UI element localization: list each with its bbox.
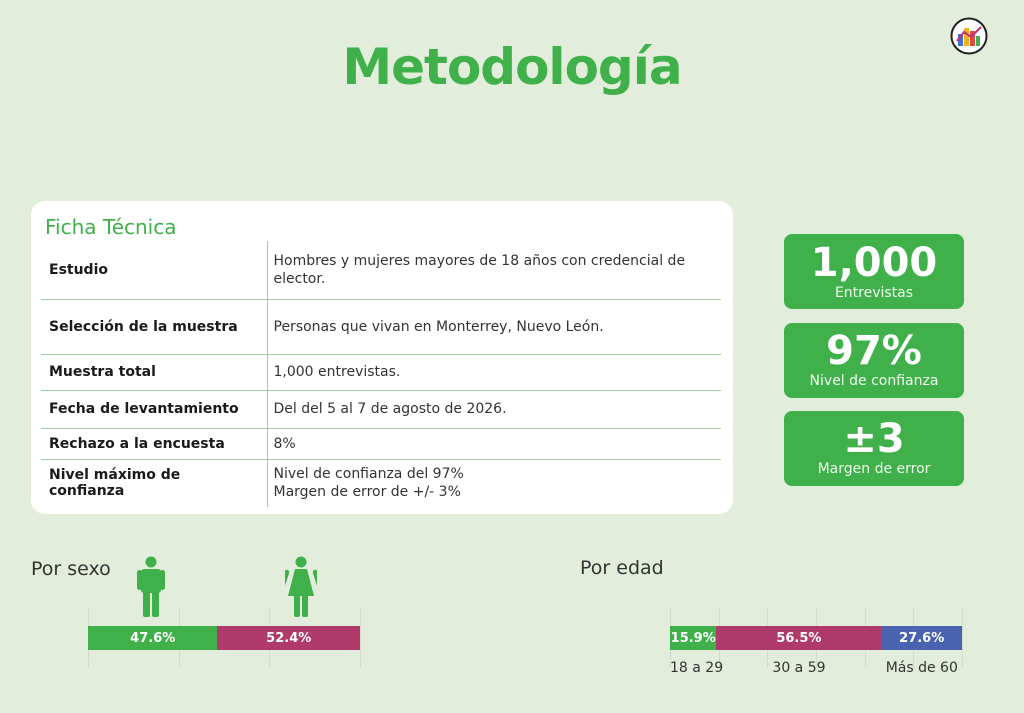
male-icon bbox=[137, 556, 165, 617]
sexo-bar: 47.6% 52.4% bbox=[88, 608, 361, 668]
table-row: Selección de la muestra Personas que viv… bbox=[41, 299, 721, 354]
ficha-tecnica-card: Ficha Técnica Estudio Hombres y mujeres … bbox=[31, 201, 733, 514]
stat-entrevistas: 1,000 Entrevistas bbox=[784, 234, 964, 309]
edad-section-label: Por edad bbox=[580, 557, 664, 579]
row-value: 1,000 entrevistas. bbox=[273, 364, 401, 380]
row-value: Personas que vivan en Monterrey, Nuevo L… bbox=[273, 318, 604, 335]
page-title: Metodología bbox=[342, 38, 682, 96]
ficha-title: Ficha Técnica bbox=[45, 215, 177, 239]
brand-logo-icon bbox=[950, 17, 988, 55]
table-row: Muestra total 1,000 entrevistas. bbox=[41, 354, 721, 390]
stat-margen: ±3 Margen de error bbox=[784, 411, 964, 486]
row-value: 8% bbox=[273, 435, 296, 452]
edad-bar: 15.9% 18 a 29 56.5% 30 a 59 27.6% Más de 60 bbox=[670, 608, 963, 676]
table-row: Fecha de levantamiento Del del 5 al 7 de… bbox=[41, 390, 721, 428]
age-category-label: 30 a 59 bbox=[772, 660, 826, 676]
row-value: Del del 5 al 7 de agosto de 2026. bbox=[273, 401, 507, 417]
row-label: Selección de la muestra bbox=[41, 299, 268, 354]
row-label: Muestra total bbox=[41, 354, 268, 390]
sexo-section-label: Por sexo bbox=[31, 558, 111, 580]
stat-value: 1,000 bbox=[810, 240, 938, 286]
row-label: Rechazo a la encuesta bbox=[41, 428, 268, 459]
bar-segment: 15.9% bbox=[670, 626, 717, 650]
row-label: Nivel máximo de confianza bbox=[41, 459, 268, 507]
stat-caption: Entrevistas bbox=[834, 285, 914, 301]
stat-value: ±3 bbox=[843, 416, 905, 462]
row-value: Hombres y mujeres mayores de 18 años con… bbox=[273, 252, 686, 287]
bar-gridline bbox=[962, 608, 963, 668]
bar-segment: 47.6% bbox=[88, 626, 218, 650]
row-value-line: Nivel de confianza del 97% bbox=[273, 466, 464, 483]
row-value: Nivel de confianza del 97% Margen de err… bbox=[267, 459, 721, 507]
ficha-table: Estudio Hombres y mujeres mayores de 18 … bbox=[41, 241, 721, 507]
table-row: Estudio Hombres y mujeres mayores de 18 … bbox=[41, 241, 721, 299]
stat-value: 97% bbox=[826, 328, 922, 374]
bar-gridline bbox=[360, 608, 361, 668]
row-value-line: Margen de error de +/- 3% bbox=[273, 484, 461, 501]
bar-segment: 52.4% bbox=[217, 626, 360, 650]
table-row: Nivel máximo de confianza Nivel de confi… bbox=[41, 459, 721, 507]
bar-segment: 27.6% bbox=[881, 626, 962, 650]
row-label: Fecha de levantamiento bbox=[41, 390, 268, 428]
female-icon bbox=[285, 556, 317, 617]
age-category-label: 18 a 29 bbox=[670, 660, 724, 676]
table-row: Rechazo a la encuesta 8% bbox=[41, 428, 721, 459]
stat-caption: Margen de error bbox=[817, 461, 931, 477]
stat-caption: Nivel de confianza bbox=[809, 373, 939, 389]
age-category-label: Más de 60 bbox=[885, 660, 958, 676]
stat-confianza: 97% Nivel de confianza bbox=[784, 323, 964, 398]
bar-segment: 56.5% bbox=[716, 626, 882, 650]
row-label: Estudio bbox=[41, 241, 268, 299]
